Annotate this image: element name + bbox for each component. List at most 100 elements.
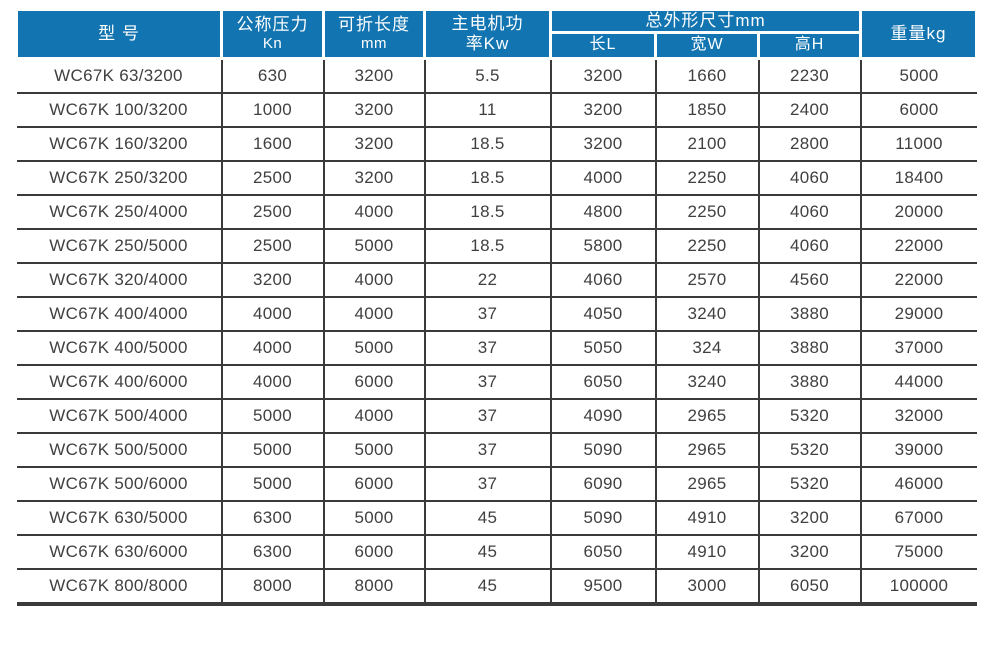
header-cell-dim-length: 长L bbox=[549, 31, 657, 61]
table-row: WC67K 400/4000 4000 4000 37 4050 3240 3880 2900… bbox=[16, 296, 977, 333]
table-row: WC67K 630/5000 6300 5000 45 5090 4910 3200 6700… bbox=[16, 500, 977, 537]
value-cell: 75000 bbox=[859, 534, 977, 571]
value-cell: 6000 bbox=[859, 92, 977, 129]
model-cell: WC67K 250/3200 bbox=[16, 160, 223, 197]
header-cell-motor-power: 主电机功 率Kw bbox=[423, 7, 552, 61]
table-row: WC67K 400/5000 4000 5000 37 5050 324 3880 37000 bbox=[16, 330, 977, 367]
value-cell: 18.5 bbox=[423, 228, 552, 265]
value-cell: 6000 bbox=[322, 466, 426, 503]
table-row: WC67K 250/5000 2500 5000 18.5 5800 2250 4060 22… bbox=[16, 228, 977, 265]
header-cell-weight: 重量kg bbox=[859, 7, 978, 61]
value-cell: 4910 bbox=[654, 500, 760, 537]
value-cell: 4000 bbox=[322, 262, 426, 299]
header-cell-pressure: 公称压力 Kn bbox=[220, 7, 325, 61]
model-cell: WC67K 800/8000 bbox=[16, 568, 223, 607]
value-cell: 37 bbox=[423, 432, 552, 469]
value-cell: 3200 bbox=[757, 534, 862, 571]
value-cell: 4800 bbox=[549, 194, 657, 231]
value-cell: 630 bbox=[220, 58, 325, 95]
value-cell: 5090 bbox=[549, 500, 657, 537]
value-cell: 6050 bbox=[549, 364, 657, 401]
value-cell: 3200 bbox=[322, 58, 426, 95]
value-cell: 2250 bbox=[654, 160, 760, 197]
value-cell: 5.5 bbox=[423, 58, 552, 95]
value-cell: 8000 bbox=[322, 568, 426, 607]
value-cell: 2965 bbox=[654, 466, 760, 503]
value-cell: 4560 bbox=[757, 262, 862, 299]
value-cell: 37 bbox=[423, 330, 552, 367]
header-cell-dim-width: 宽W bbox=[654, 31, 760, 61]
value-cell: 67000 bbox=[859, 500, 977, 537]
value-cell: 2500 bbox=[220, 228, 325, 265]
header-fold-length-line2: mm bbox=[361, 35, 387, 53]
value-cell: 37 bbox=[423, 296, 552, 333]
value-cell: 18.5 bbox=[423, 160, 552, 197]
value-cell: 3240 bbox=[654, 296, 760, 333]
value-cell: 22000 bbox=[859, 228, 977, 265]
value-cell: 8000 bbox=[220, 568, 325, 607]
table-row: WC67K 100/3200 1000 3200 11 3200 1850 2400 6000 bbox=[16, 92, 977, 129]
value-cell: 5000 bbox=[322, 228, 426, 265]
header-cell-dimensions-group: 总外形尺寸mm bbox=[549, 7, 862, 35]
value-cell: 3200 bbox=[322, 126, 426, 163]
value-cell: 46000 bbox=[859, 466, 977, 503]
header-cell-fold-length: 可折长度 mm bbox=[322, 7, 426, 61]
value-cell: 6000 bbox=[322, 534, 426, 571]
value-cell: 5800 bbox=[549, 228, 657, 265]
value-cell: 22 bbox=[423, 262, 552, 299]
value-cell: 4000 bbox=[220, 330, 325, 367]
value-cell: 5050 bbox=[549, 330, 657, 367]
value-cell: 6050 bbox=[757, 568, 862, 607]
table-row: WC67K 160/3200 1600 3200 18.5 3200 2100 2800 11… bbox=[16, 126, 977, 163]
header-dim-width-label: 宽W bbox=[690, 36, 724, 54]
value-cell: 2500 bbox=[220, 160, 325, 197]
value-cell: 37 bbox=[423, 364, 552, 401]
value-cell: 5320 bbox=[757, 398, 862, 435]
value-cell: 4000 bbox=[322, 194, 426, 231]
model-cell: WC67K 63/3200 bbox=[16, 58, 223, 95]
value-cell: 11 bbox=[423, 92, 552, 129]
header-weight-label: 重量kg bbox=[890, 24, 947, 43]
value-cell: 18.5 bbox=[423, 194, 552, 231]
model-cell: WC67K 500/4000 bbox=[16, 398, 223, 435]
value-cell: 6300 bbox=[220, 500, 325, 537]
table-row: WC67K 250/3200 2500 3200 18.5 4000 2250 4060 18… bbox=[16, 160, 977, 197]
table-row: WC67K 500/5000 5000 5000 37 5090 2965 5320 3900… bbox=[16, 432, 977, 469]
value-cell: 2230 bbox=[757, 58, 862, 95]
model-cell: WC67K 100/3200 bbox=[16, 92, 223, 129]
value-cell: 5000 bbox=[859, 58, 977, 95]
spec-table-container: 型 号 公称压力 Kn 可折长度 mm 主电机功 率Kw 总外形尺寸mm bbox=[15, 7, 978, 607]
value-cell: 3200 bbox=[549, 126, 657, 163]
table-row: WC67K 320/4000 3200 4000 22 4060 2570 4560 2200… bbox=[16, 262, 977, 299]
header-fold-length-line1: 可折长度 bbox=[338, 15, 410, 35]
value-cell: 4060 bbox=[757, 228, 862, 265]
value-cell: 3200 bbox=[322, 160, 426, 197]
value-cell: 22000 bbox=[859, 262, 977, 299]
model-cell: WC67K 160/3200 bbox=[16, 126, 223, 163]
value-cell: 3880 bbox=[757, 364, 862, 401]
value-cell: 44000 bbox=[859, 364, 977, 401]
value-cell: 3880 bbox=[757, 330, 862, 367]
value-cell: 9500 bbox=[549, 568, 657, 607]
header-cell-model: 型 号 bbox=[15, 7, 223, 61]
value-cell: 4060 bbox=[549, 262, 657, 299]
model-cell: WC67K 400/5000 bbox=[16, 330, 223, 367]
value-cell: 3880 bbox=[757, 296, 862, 333]
value-cell: 2100 bbox=[654, 126, 760, 163]
value-cell: 1000 bbox=[220, 92, 325, 129]
value-cell: 2965 bbox=[654, 398, 760, 435]
value-cell: 3000 bbox=[654, 568, 760, 607]
header-motor-power-line1: 主电机功 bbox=[451, 13, 524, 33]
value-cell: 5320 bbox=[757, 432, 862, 469]
spec-table-header: 型 号 公称压力 Kn 可折长度 mm 主电机功 率Kw 总外形尺寸mm bbox=[15, 7, 978, 61]
value-cell: 1600 bbox=[220, 126, 325, 163]
table-row: WC67K 63/3200 630 3200 5.5 3200 1660 2230 5000 bbox=[16, 58, 977, 95]
table-row: WC67K 500/6000 5000 6000 37 6090 2965 5320 4600… bbox=[16, 466, 977, 503]
header-pressure-line2: Kn bbox=[262, 35, 283, 53]
value-cell: 3200 bbox=[549, 92, 657, 129]
value-cell: 2250 bbox=[654, 194, 760, 231]
value-cell: 5090 bbox=[549, 432, 657, 469]
value-cell: 5000 bbox=[322, 500, 426, 537]
header-row-top: 型 号 公称压力 Kn 可折长度 mm 主电机功 率Kw 总外形尺寸mm bbox=[15, 7, 978, 61]
spec-table: 型 号 公称压力 Kn 可折长度 mm 主电机功 率Kw 总外形尺寸mm bbox=[15, 7, 978, 607]
